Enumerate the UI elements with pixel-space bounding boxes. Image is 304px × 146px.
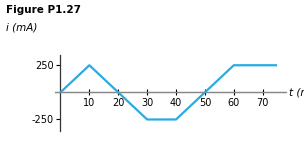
Text: Figure P1.27: Figure P1.27 <box>6 5 81 15</box>
Text: t (ms): t (ms) <box>288 87 304 97</box>
Text: i (mA): i (mA) <box>6 22 37 32</box>
